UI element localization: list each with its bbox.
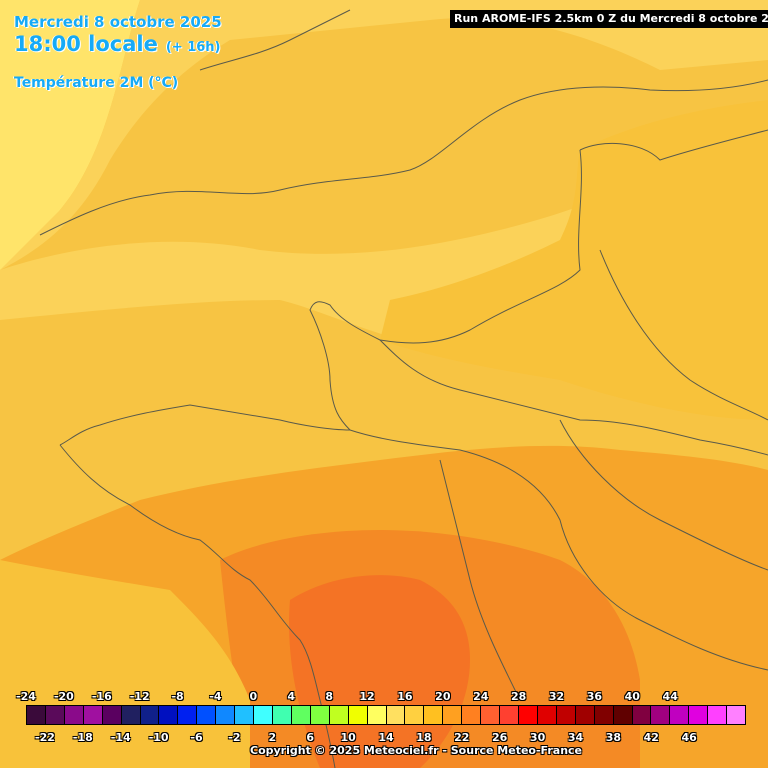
- scale-tick-label: 10: [340, 731, 356, 744]
- scale-tick-label: -22: [35, 731, 55, 744]
- scale-swatch: [651, 706, 671, 724]
- scale-tick-label: -20: [53, 690, 74, 703]
- scale-tick-label: 38: [605, 731, 622, 744]
- scale-tick-label: 12: [359, 690, 375, 703]
- scale-tick-label: 22: [454, 731, 470, 744]
- scale-swatch: [254, 706, 273, 724]
- scale-swatch: [178, 706, 198, 724]
- scale-tick-label: 8: [325, 690, 333, 703]
- scale-swatch: [500, 706, 519, 724]
- copyright-text: Copyright © 2025 Meteociel.fr - Source M…: [250, 744, 583, 757]
- scale-swatch: [310, 706, 330, 724]
- forecast-time: 18:00 locale (+ 16h): [14, 32, 221, 56]
- scale-swatch: [670, 706, 690, 724]
- scale-tick-label: 26: [492, 731, 508, 744]
- scale-tick-label: -12: [129, 690, 150, 703]
- scale-swatch: [481, 706, 501, 724]
- scale-tick-label: -14: [110, 731, 131, 744]
- scale-swatch: [689, 706, 709, 724]
- scale-tick-label: 14: [378, 731, 394, 744]
- scale-swatch: [443, 706, 463, 724]
- scale-swatch: [386, 706, 406, 724]
- forecast-date: Mercredi 8 octobre 2025: [14, 13, 222, 31]
- run-banner: Run AROME-IFS 2.5km 0 Z du Mercredi 8 oc…: [450, 10, 768, 28]
- scale-tick-label: -4: [209, 690, 222, 703]
- scale-swatch: [518, 706, 538, 724]
- scale-tick-label: 46: [681, 731, 697, 744]
- scale-swatch: [348, 706, 368, 724]
- scale-tick-label: 24: [473, 690, 489, 703]
- scale-tick-label: 0: [249, 690, 258, 703]
- scale-tick-label: -16: [91, 690, 112, 703]
- scale-tick-label: 16: [397, 690, 413, 703]
- color-scale-bar: [26, 705, 746, 725]
- scale-swatch: [216, 706, 236, 724]
- scale-tick-label: -18: [72, 731, 93, 744]
- scale-swatch: [159, 706, 179, 724]
- scale-tick-label: 44: [662, 690, 678, 703]
- scale-tick-label: 4: [287, 690, 296, 703]
- forecast-time-label: 18:00 locale: [14, 32, 158, 56]
- scale-tick-label: 6: [306, 731, 315, 744]
- scale-swatch: [424, 706, 444, 724]
- cool-zone-west: [0, 0, 140, 270]
- scale-swatch: [272, 706, 292, 724]
- scale-tick-label: -10: [148, 731, 169, 744]
- scale-swatch: [632, 706, 652, 724]
- scale-swatch: [613, 706, 633, 724]
- scale-swatch: [405, 706, 425, 724]
- scale-swatch: [140, 706, 160, 724]
- scale-tick-label: 32: [548, 690, 565, 703]
- scale-swatch: [64, 706, 84, 724]
- scale-tick-label: 2: [268, 731, 277, 744]
- scale-swatch: [367, 706, 387, 724]
- scale-swatch: [329, 706, 349, 724]
- scale-swatch: [45, 706, 65, 724]
- scale-tick-label: 20: [435, 690, 451, 703]
- scale-swatch: [27, 706, 46, 724]
- scale-tick-label: 42: [643, 731, 659, 744]
- scale-tick-label: 28: [510, 690, 527, 703]
- scale-swatch: [197, 706, 217, 724]
- scale-swatch: [235, 706, 255, 724]
- scale-tick-label: 18: [416, 731, 432, 744]
- scale-swatch: [462, 706, 482, 724]
- scale-swatch: [708, 706, 728, 724]
- scale-swatch: [102, 706, 122, 724]
- scale-tick-label: 30: [529, 731, 546, 744]
- scale-swatch: [556, 706, 576, 724]
- scale-tick-label: 36: [586, 690, 603, 703]
- scale-swatch: [121, 706, 141, 724]
- scale-tick-label: -8: [171, 690, 184, 703]
- scale-tick-label: -2: [228, 731, 241, 744]
- scale-tick-label: 34: [567, 731, 584, 744]
- north-zone: [380, 100, 768, 420]
- scale-swatch: [594, 706, 614, 724]
- scale-bottom-labels: -22 -18 -14 -10 -6 -2 2 6 10 14 18 22 26 30 34 38 42 46: [0, 731, 768, 745]
- scale-swatch: [83, 706, 103, 724]
- scale-top-labels: -24 -20 -16 -12 -8 -4 0 4 8 12 16 20 24 28 32 36 40 44: [0, 690, 768, 704]
- scale-tick-label: -24: [16, 690, 36, 703]
- scale-swatch: [291, 706, 311, 724]
- scale-swatch: [575, 706, 595, 724]
- parameter-label: Température 2M (°C): [14, 75, 179, 91]
- forecast-lead-time: (+ 16h): [165, 40, 221, 55]
- scale-swatch: [727, 706, 746, 724]
- coastlines: [39, 9, 768, 768]
- scale-tick-label: 40: [624, 690, 640, 703]
- scale-swatch: [537, 706, 557, 724]
- scale-tick-label: -6: [190, 731, 203, 744]
